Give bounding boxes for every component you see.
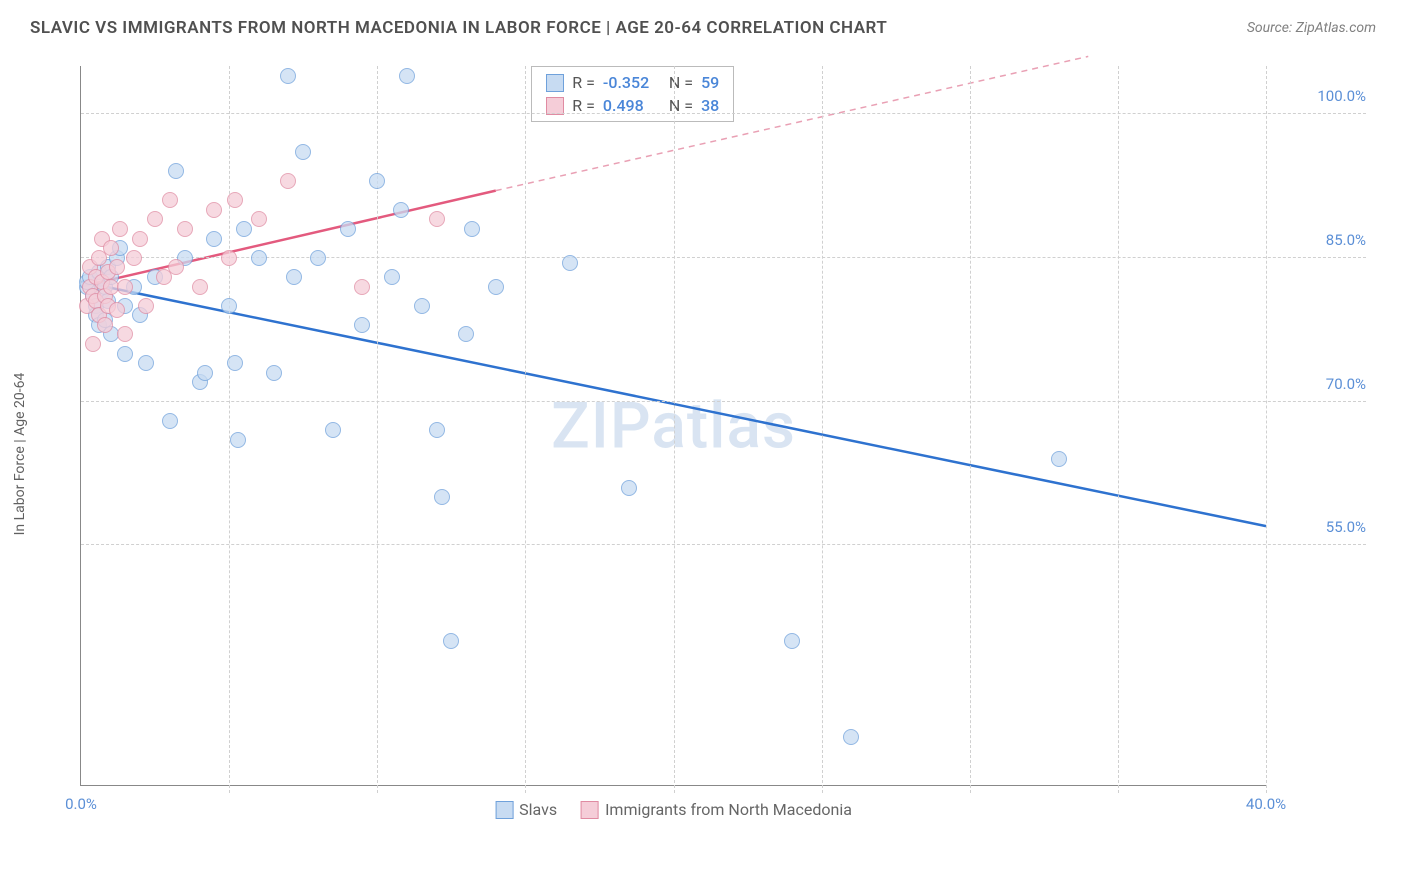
r-value: -0.352 [603, 73, 661, 92]
data-point [221, 250, 237, 266]
data-point [97, 317, 113, 333]
data-point [310, 250, 326, 266]
data-point [286, 269, 302, 285]
data-point [251, 211, 267, 227]
r-label: R = [572, 73, 595, 92]
data-point [325, 422, 341, 438]
data-point [414, 298, 430, 314]
legend-item: Slavs [495, 800, 557, 819]
data-point [354, 317, 370, 333]
data-point [443, 633, 459, 649]
data-point [192, 279, 208, 295]
grid-v [970, 66, 971, 793]
x-tick-label: 0.0% [65, 795, 97, 813]
data-point [429, 211, 445, 227]
grid-v [1118, 66, 1119, 793]
data-point [197, 365, 213, 381]
data-point [384, 269, 400, 285]
data-point [251, 250, 267, 266]
data-point [85, 336, 101, 352]
y-tick-label: 55.0% [1276, 518, 1366, 536]
legend-row: R =-0.352N =59 [546, 71, 719, 94]
data-point [117, 346, 133, 362]
chart-wrap: In Labor Force | Age 20-64 ZIPatlas R =-… [60, 56, 1376, 836]
data-point [280, 173, 296, 189]
x-tick-label: 40.0% [1246, 795, 1286, 813]
data-point [464, 221, 480, 237]
plot-area: ZIPatlas R =-0.352N =59R =0.498N =38 Sla… [80, 66, 1266, 786]
data-point [162, 192, 178, 208]
data-point [399, 68, 415, 84]
data-point [354, 279, 370, 295]
data-point [280, 68, 296, 84]
data-point [227, 355, 243, 371]
data-point [138, 298, 154, 314]
source-value: ZipAtlas.com [1296, 20, 1376, 36]
grid-v [1266, 66, 1267, 793]
series-legend: Slavs Immigrants from North Macedonia [495, 800, 852, 819]
grid-h [81, 544, 1366, 545]
n-value: 59 [701, 73, 719, 92]
data-point [434, 489, 450, 505]
grid-v [674, 66, 675, 793]
y-tick-label: 85.0% [1276, 231, 1366, 249]
legend-swatch-icon [546, 74, 564, 92]
header: SLAVIC VS IMMIGRANTS FROM NORTH MACEDONI… [0, 0, 1406, 48]
data-point [109, 259, 125, 275]
data-point [1051, 451, 1067, 467]
data-point [488, 279, 504, 295]
y-tick-label: 70.0% [1276, 375, 1366, 393]
data-point [340, 221, 356, 237]
chart-title: SLAVIC VS IMMIGRANTS FROM NORTH MACEDONI… [30, 18, 887, 38]
data-point [126, 250, 142, 266]
data-point [843, 729, 859, 745]
data-point [458, 326, 474, 342]
source-label: Source: [1247, 20, 1296, 36]
legend-swatch-icon [581, 801, 599, 819]
grid-h [81, 113, 1366, 114]
legend-swatch-icon [546, 97, 564, 115]
grid-h [81, 257, 1366, 258]
data-point [103, 279, 119, 295]
legend-label: Immigrants from North Macedonia [605, 800, 852, 819]
grid-v [229, 66, 230, 793]
y-axis-label: In Labor Force | Age 20-64 [12, 373, 28, 536]
data-point [784, 633, 800, 649]
data-point [393, 202, 409, 218]
data-point [117, 279, 133, 295]
legend-item: Immigrants from North Macedonia [581, 800, 852, 819]
data-point [429, 422, 445, 438]
data-point [236, 221, 252, 237]
data-point [562, 255, 578, 271]
data-point [162, 413, 178, 429]
data-point [227, 192, 243, 208]
legend-swatch-icon [495, 801, 513, 819]
grid-v [525, 66, 526, 793]
data-point [117, 326, 133, 342]
data-point [177, 221, 193, 237]
grid-h [81, 401, 1366, 402]
data-point [168, 259, 184, 275]
data-point [138, 355, 154, 371]
data-point [221, 298, 237, 314]
data-point [168, 163, 184, 179]
legend-label: Slavs [519, 800, 557, 819]
data-point [103, 240, 119, 256]
data-point [112, 221, 128, 237]
data-point [295, 144, 311, 160]
data-point [109, 302, 125, 318]
data-point [147, 211, 163, 227]
grid-v [822, 66, 823, 793]
data-point [266, 365, 282, 381]
data-point [621, 480, 637, 496]
data-point [206, 231, 222, 247]
data-point [206, 202, 222, 218]
source: Source: ZipAtlas.com [1247, 20, 1376, 36]
y-tick-label: 100.0% [1276, 87, 1366, 105]
data-point [369, 173, 385, 189]
data-point [132, 231, 148, 247]
data-point [230, 432, 246, 448]
